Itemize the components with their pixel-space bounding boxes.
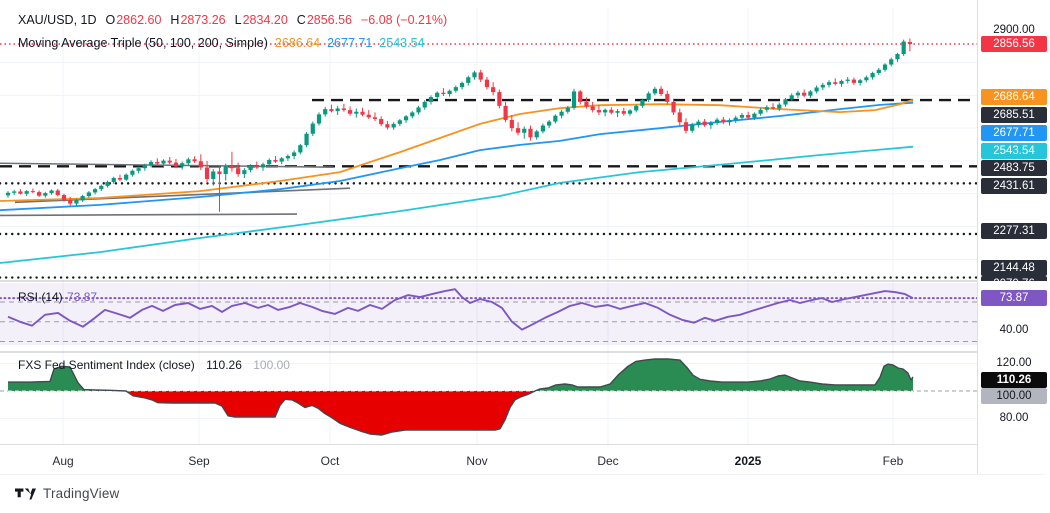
ohlc-high: H2873.26 <box>170 13 226 27</box>
axis-label-Sep: Sep <box>188 454 210 468</box>
price-label-2483.75: 2483.75 <box>981 160 1047 176</box>
ohlc-open: O2862.60 <box>105 13 162 27</box>
price-label-120.00: 120.00 <box>996 357 1032 369</box>
axis-label-Oct: Oct <box>320 454 340 468</box>
price-label-2677.71: 2677.71 <box>981 125 1047 141</box>
candlestick-series <box>5 38 912 212</box>
price-label-40.00: 40.00 <box>999 324 1029 336</box>
axis-label-Feb: Feb <box>882 454 904 468</box>
price-label-2144.48: 2144.48 <box>981 260 1047 276</box>
price-label-2277.31: 2277.31 <box>981 223 1047 239</box>
ohlc-close: C2856.56 <box>296 13 352 27</box>
price-label-2685.51: 2685.51 <box>981 107 1047 123</box>
sma100-line <box>0 101 914 212</box>
axis-label-Nov: Nov <box>466 454 488 468</box>
indicator-header-sentiment: FXS Fed Sentiment Index (close) 110.26 1… <box>18 358 290 372</box>
indicator-header-ma: Moving Average Triple (50, 100, 200, Sim… <box>18 36 424 50</box>
price-label-2070.76: 2070.76 <box>981 276 1047 281</box>
time-axis[interactable]: Aug Sep Oct Nov Dec 2025 Feb <box>0 445 977 474</box>
rsi-indicator-title[interactable]: RSI (14) <box>18 290 63 304</box>
price-change: −6.08 (−0.21%) <box>361 13 448 27</box>
sentiment-line <box>8 358 914 436</box>
price-label-2431.61: 2431.61 <box>981 178 1047 194</box>
sentiment-indicator-title[interactable]: FXS Fed Sentiment Index (close) <box>18 358 195 372</box>
trendline <box>14 187 351 204</box>
trendline <box>0 213 298 217</box>
sentiment-value: 110.26 <box>206 358 242 372</box>
sma50-line <box>0 98 914 202</box>
axis-label-Dec: Dec <box>597 454 619 468</box>
price-label-110.26: 110.26 <box>981 372 1047 388</box>
sma200-line <box>0 145 914 264</box>
tradingview-logo-text: TradingView <box>43 486 120 501</box>
rsi-band <box>0 283 977 345</box>
sentiment-positive-area <box>8 359 913 391</box>
price-label-73.87: 73.87 <box>981 290 1047 306</box>
indicator-header-rsi: RSI (14) 73.87 <box>18 290 97 304</box>
ma200-value: 2543.54 <box>379 36 425 50</box>
trendline <box>0 162 334 168</box>
price-label-2543.54: 2543.54 <box>981 143 1047 159</box>
sentiment-baseline-value: 100.00 <box>253 358 290 372</box>
price-label-2686.64: 2686.64 <box>981 89 1047 105</box>
price-label-2900.00: 2900.00 <box>993 24 1035 36</box>
axis-label-2025: 2025 <box>734 454 762 468</box>
tradingview-logo[interactable]: TradingView <box>15 486 120 501</box>
price-label-2856.56: 2856.56 <box>981 36 1047 52</box>
sentiment-negative-area <box>8 391 913 435</box>
rsi-value: 73.87 <box>67 290 98 304</box>
ma50-value: 2686.64 <box>274 36 321 50</box>
ma-indicator-title[interactable]: Moving Average Triple (50, 100, 200, Sim… <box>18 36 268 50</box>
ohlc-low: L2834.20 <box>234 13 288 27</box>
symbol-title[interactable]: XAU/USD, 1D <box>18 13 97 27</box>
rsi-line <box>7 288 914 331</box>
price-scale[interactable]: 2900.00 2856.56 2686.64 2685.51 2677.71 2543.… <box>977 0 1050 474</box>
price-label-80.00: 80.00 <box>999 412 1029 424</box>
tradingview-mark-icon <box>15 488 36 499</box>
price-label-100.00: 100.00 <box>981 388 1047 404</box>
ma100-value: 2677.71 <box>327 36 373 50</box>
symbol-header: XAU/USD, 1D O2862.60 H2873.26 L2834.20 C2856… <box>18 13 447 27</box>
axis-label-Aug: Aug <box>52 454 74 468</box>
